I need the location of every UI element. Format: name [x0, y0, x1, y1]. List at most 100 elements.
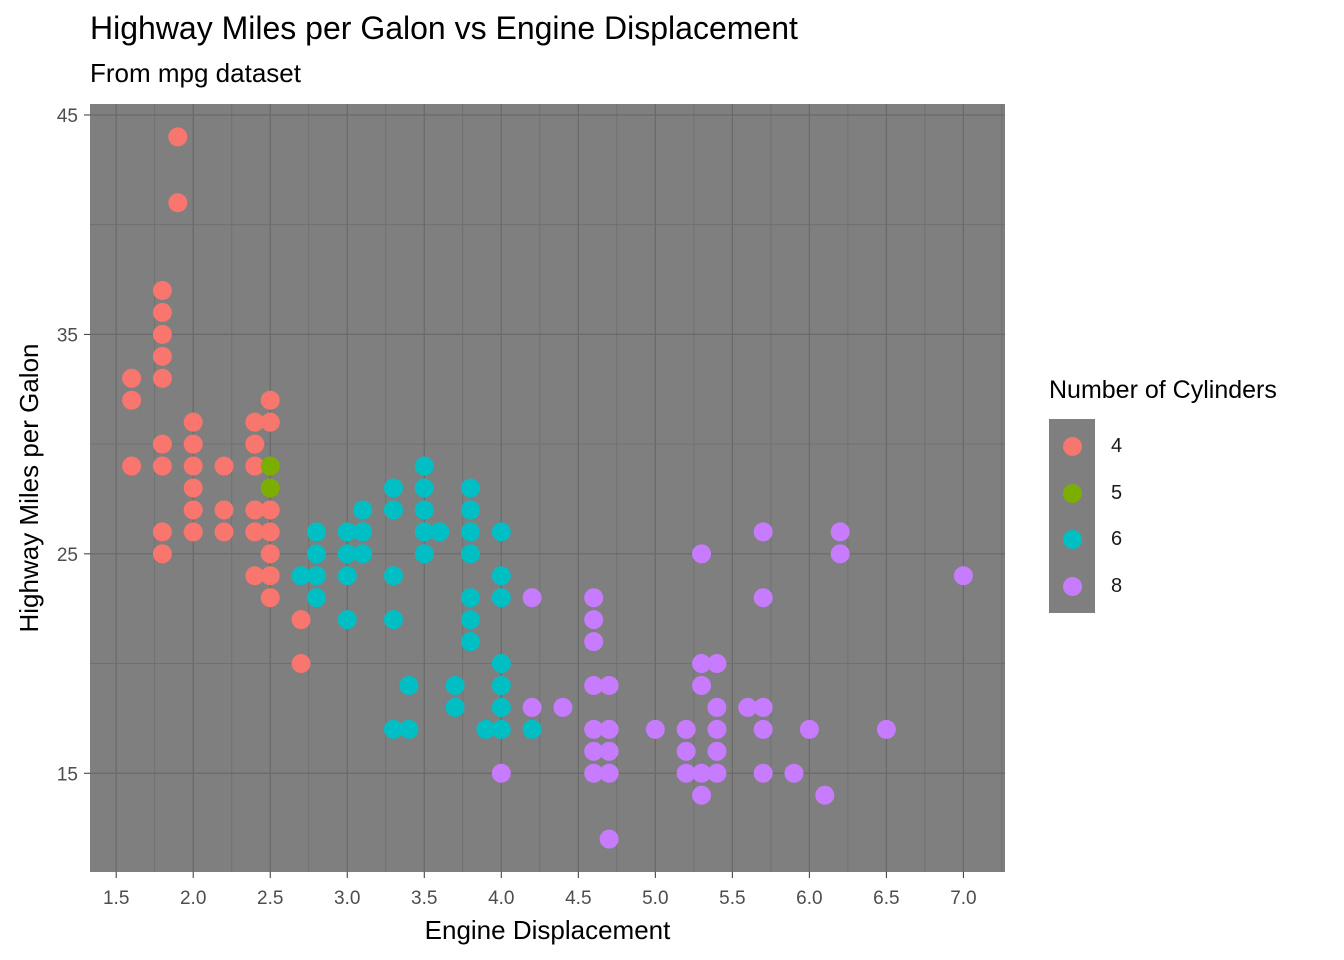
x-tick-label: 1.5	[103, 888, 129, 909]
data-point-cyl-8	[692, 544, 712, 564]
data-point-cyl-4	[152, 544, 172, 564]
legend-label-5: 5	[1111, 481, 1123, 504]
data-point-cyl-6	[306, 522, 326, 542]
data-point-cyl-8	[584, 610, 604, 630]
legend-dot-4	[1063, 437, 1082, 456]
data-point-cyl-4	[152, 346, 172, 366]
data-point-cyl-6	[460, 610, 480, 630]
data-point-cyl-6	[491, 566, 511, 586]
data-point-cyl-6	[414, 478, 434, 498]
data-point-cyl-8	[815, 785, 835, 805]
data-point-cyl-6	[491, 697, 511, 717]
data-point-cyl-8	[553, 697, 573, 717]
data-point-cyl-6	[414, 500, 434, 520]
data-point-cyl-6	[383, 610, 403, 630]
data-point-cyl-6	[337, 610, 357, 630]
data-point-cyl-6	[522, 719, 542, 739]
data-point-cyl-5	[260, 478, 280, 498]
x-tick-label: 5.5	[719, 888, 745, 909]
legend-label-4: 4	[1111, 435, 1123, 457]
data-point-cyl-6	[430, 522, 450, 542]
data-point-cyl-8	[692, 763, 712, 783]
data-point-cyl-8	[784, 763, 804, 783]
data-point-cyl-4	[152, 281, 172, 301]
data-point-cyl-4	[260, 522, 280, 542]
data-point-cyl-8	[707, 697, 727, 717]
y-tick-label: 15	[57, 764, 78, 785]
y-axis-title: Highway Miles per Galon	[14, 343, 44, 632]
x-tick-label: 6.5	[873, 888, 899, 909]
data-point-cyl-4	[260, 412, 280, 432]
data-point-cyl-8	[953, 566, 973, 586]
data-point-cyl-8	[692, 785, 712, 805]
data-point-cyl-6	[491, 675, 511, 695]
data-point-cyl-4	[260, 544, 280, 564]
legend: Number of Cylinders 4 5 6 8	[1049, 376, 1277, 613]
data-point-cyl-6	[353, 522, 373, 542]
data-point-cyl-6	[460, 522, 480, 542]
data-point-cyl-6	[445, 697, 465, 717]
data-point-cyl-8	[707, 654, 727, 674]
data-point-cyl-8	[584, 632, 604, 652]
data-point-cyl-6	[383, 566, 403, 586]
data-point-cyl-8	[584, 763, 604, 783]
data-point-cyl-6	[460, 632, 480, 652]
data-point-cyl-8	[876, 719, 896, 739]
data-point-cyl-6	[399, 719, 419, 739]
x-axis-title: Engine Displacement	[425, 915, 671, 945]
data-point-cyl-6	[460, 588, 480, 608]
data-point-cyl-8	[830, 522, 850, 542]
data-point-cyl-6	[491, 522, 511, 542]
data-point-cyl-6	[383, 719, 403, 739]
data-point-cyl-6	[414, 456, 434, 476]
data-point-cyl-6	[491, 588, 511, 608]
data-point-cyl-4	[152, 434, 172, 454]
data-point-cyl-4	[183, 412, 203, 432]
data-point-cyl-6	[460, 478, 480, 498]
data-point-cyl-8	[738, 697, 758, 717]
data-point-cyl-5	[260, 456, 280, 476]
data-point-cyl-8	[753, 763, 773, 783]
data-point-cyl-4	[245, 434, 265, 454]
legend-title: Number of Cylinders	[1049, 376, 1277, 404]
data-point-cyl-4	[152, 368, 172, 388]
data-point-cyl-4	[152, 456, 172, 476]
data-point-cyl-4	[152, 522, 172, 542]
data-point-cyl-4	[214, 500, 234, 520]
data-point-cyl-4	[245, 522, 265, 542]
legend-label-6: 6	[1111, 528, 1123, 550]
y-axis: 15 25 35 45	[57, 106, 90, 785]
data-point-cyl-4	[183, 456, 203, 476]
legend-key-6	[1049, 516, 1095, 563]
data-point-cyl-8	[584, 588, 604, 608]
data-point-cyl-4	[122, 390, 142, 410]
data-point-cyl-8	[599, 719, 619, 739]
legend-dot-8	[1063, 576, 1082, 596]
data-point-cyl-4	[245, 412, 265, 432]
x-tick-label: 5.0	[642, 888, 668, 909]
data-point-cyl-8	[676, 741, 696, 761]
data-point-cyl-8	[753, 588, 773, 608]
data-point-cyl-6	[383, 478, 403, 498]
x-axis: 1.5 2.0 2.5 3.0 3.5 4.0 4.5 5.0 5.5 6.0 6.5 7.0	[103, 872, 977, 909]
data-point-cyl-6	[414, 544, 434, 564]
data-point-cyl-4	[260, 588, 280, 608]
data-point-cyl-4	[214, 522, 234, 542]
data-point-cyl-6	[399, 675, 419, 695]
data-point-cyl-8	[692, 654, 712, 674]
data-point-cyl-8	[676, 719, 696, 739]
data-points	[122, 127, 973, 849]
x-tick-label: 6.0	[796, 888, 822, 909]
y-tick-label: 35	[57, 325, 78, 346]
data-point-cyl-6	[337, 566, 357, 586]
data-point-cyl-4	[260, 500, 280, 520]
chart-subtitle: From mpg dataset	[90, 58, 301, 88]
major-gridlines	[90, 104, 1005, 872]
data-point-cyl-8	[599, 741, 619, 761]
y-tick-label: 25	[57, 545, 78, 566]
x-tick-label: 2.0	[180, 888, 206, 909]
legend-keys	[1049, 419, 1095, 613]
x-tick-label: 4.5	[565, 888, 591, 909]
legend-dot-5	[1063, 483, 1082, 503]
